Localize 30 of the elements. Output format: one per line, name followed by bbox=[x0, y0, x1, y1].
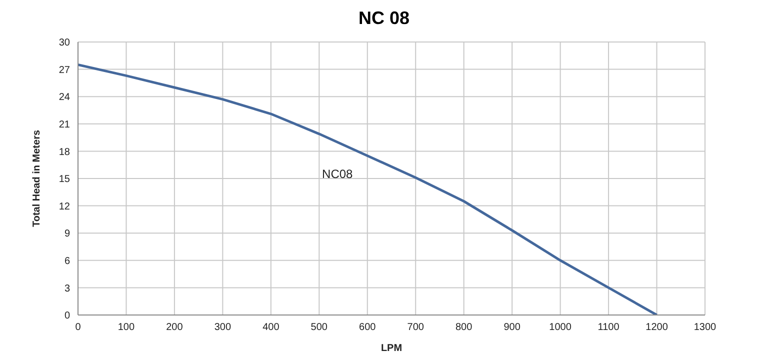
y-tick-label: 6 bbox=[64, 256, 70, 267]
x-tick-label: 1200 bbox=[646, 322, 668, 334]
y-tick-label: 21 bbox=[58, 119, 70, 130]
x-tick-label: 1300 bbox=[694, 322, 717, 334]
y-tick-label: 12 bbox=[58, 201, 70, 212]
line-series bbox=[78, 64, 658, 315]
x-tick-label: 1100 bbox=[598, 322, 620, 334]
y-axis-title: Total Head in Meters bbox=[32, 130, 43, 228]
x-tick-label: 700 bbox=[407, 322, 424, 334]
series-label: NC08 bbox=[322, 166, 354, 181]
x-tick-label: 100 bbox=[118, 322, 136, 334]
y-tick-label: 24 bbox=[58, 92, 70, 104]
x-tick-label: 900 bbox=[504, 322, 521, 334]
x-tick-label: 400 bbox=[262, 322, 280, 334]
x-axis-title: LPM bbox=[380, 343, 402, 354]
x-tick-label: 0 bbox=[75, 322, 82, 334]
y-tick-label: 18 bbox=[58, 146, 70, 158]
x-tick-label: 500 bbox=[310, 322, 328, 334]
x-tick-label: 1000 bbox=[549, 322, 572, 334]
y-tick-label: 27 bbox=[58, 64, 70, 76]
chart-title: NC 08 bbox=[357, 8, 411, 30]
y-tick-label: 30 bbox=[58, 38, 70, 49]
x-tick-label: 200 bbox=[166, 322, 184, 334]
x-tick-label: 800 bbox=[456, 322, 473, 334]
y-tick-label: 9 bbox=[64, 228, 70, 240]
x-tick-label: 600 bbox=[359, 322, 376, 334]
y-tick-label: 15 bbox=[58, 174, 70, 186]
x-tick-label: 300 bbox=[214, 322, 232, 334]
y-tick-label: 0 bbox=[64, 310, 70, 322]
y-tick-label: 3 bbox=[64, 283, 70, 294]
